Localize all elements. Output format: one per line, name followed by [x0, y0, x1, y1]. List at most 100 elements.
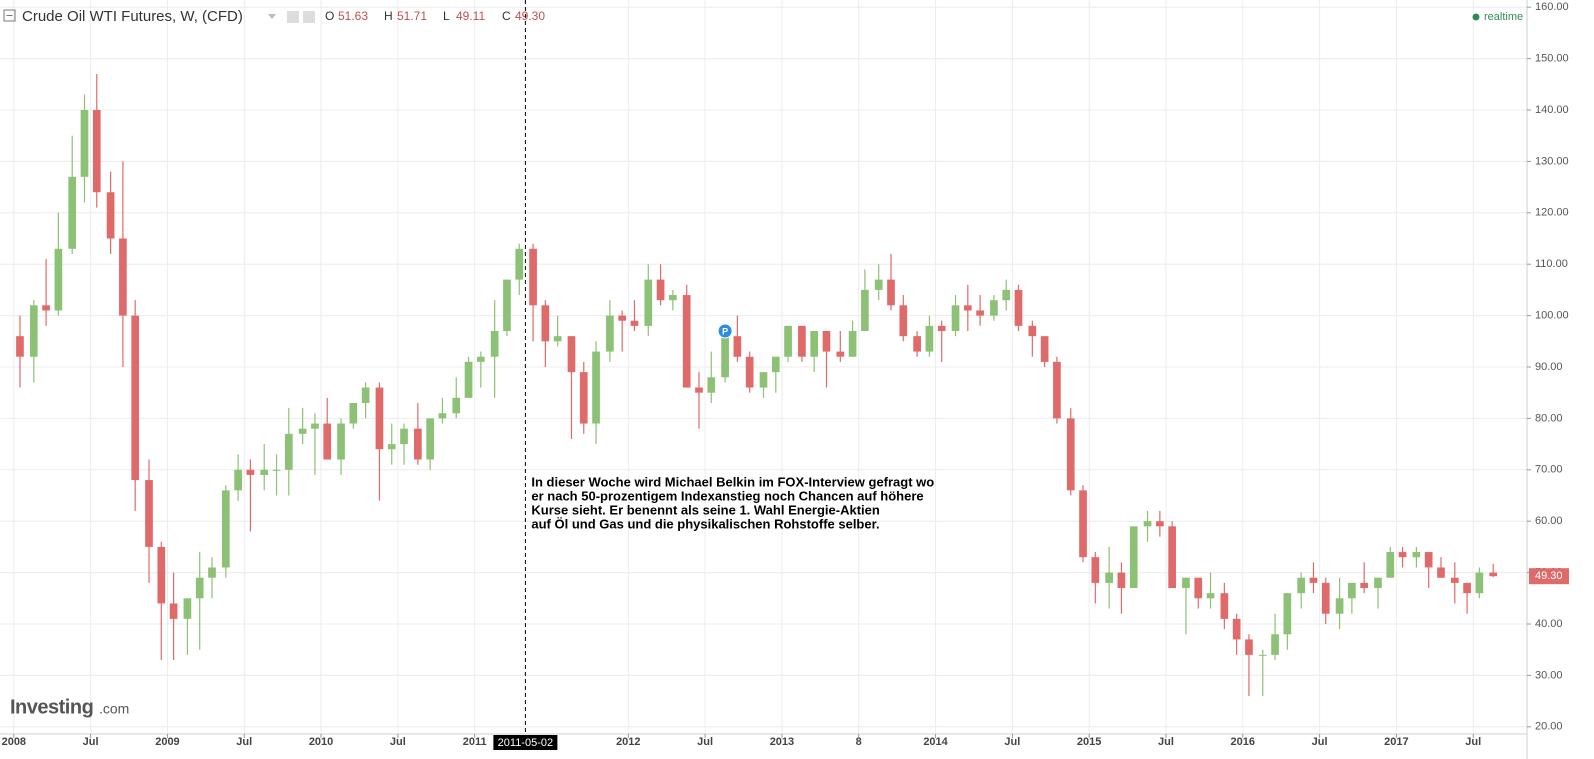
- candle-body: [1194, 577, 1203, 599]
- candle-body: [452, 397, 461, 414]
- y-tick-label: 110.00: [1535, 258, 1568, 270]
- candle-body: [963, 305, 972, 311]
- ohlc-key: H: [384, 9, 393, 23]
- candle-body: [541, 305, 550, 342]
- candle-body: [721, 336, 729, 378]
- last-price-label: 49.30: [1535, 570, 1563, 582]
- candle-body: [618, 315, 627, 321]
- candle-body: [592, 351, 600, 424]
- candle-body: [759, 372, 768, 388]
- candle-body: [784, 325, 792, 357]
- ohlc-key: O: [325, 9, 334, 23]
- candle-body: [1297, 577, 1306, 594]
- candle-body: [131, 315, 140, 481]
- candle-body: [195, 577, 204, 599]
- close-icon[interactable]: [303, 11, 315, 23]
- candle-body: [1309, 577, 1318, 583]
- x-tick-label: Jul: [1312, 736, 1328, 748]
- candle-body: [1040, 336, 1049, 362]
- ohlc-value: 49.30: [515, 9, 545, 23]
- candle-body: [567, 336, 576, 373]
- logo-brand: Investing: [10, 696, 93, 718]
- x-tick-label: 2012: [616, 736, 640, 748]
- y-tick-label: 90.00: [1535, 361, 1563, 373]
- annotation-line: auf Öl und Gas und die physikalischen Ro…: [531, 516, 879, 531]
- candle-body: [925, 325, 934, 352]
- settings-icon[interactable]: [287, 11, 299, 23]
- candle-body: [1424, 552, 1433, 568]
- candle-body: [375, 387, 384, 450]
- candle-body: [848, 331, 857, 357]
- collapse-icon[interactable]: [3, 9, 16, 22]
- candle-body: [1105, 572, 1113, 583]
- candle-body: [976, 310, 984, 316]
- annotation-line: Kurse sieht. Er benennt als seine 1. Wah…: [531, 502, 880, 517]
- x-tick-label: 8: [856, 736, 862, 748]
- candle-body: [682, 295, 691, 388]
- candle-body: [1066, 418, 1075, 491]
- y-tick-label: 20.00: [1535, 721, 1563, 733]
- candle-body: [106, 192, 115, 239]
- status-dot: [1472, 13, 1480, 21]
- candle-body: [1258, 654, 1267, 656]
- candle-body: [1412, 552, 1421, 558]
- x-tick-label: Jul: [83, 736, 99, 748]
- x-tick-label: 2016: [1231, 736, 1255, 748]
- candle-body: [656, 279, 665, 301]
- x-tick-label: 2013: [770, 736, 794, 748]
- y-tick-label: 30.00: [1535, 669, 1563, 681]
- candle-body: [169, 603, 178, 619]
- candle-body: [1450, 577, 1459, 583]
- candle-body: [887, 279, 895, 306]
- x-tick-label: Jul: [1004, 736, 1020, 748]
- dropdown-icon[interactable]: [268, 14, 276, 19]
- candle-body: [1206, 593, 1215, 599]
- ohlc-value: 49.11: [456, 9, 485, 23]
- candle-body: [1143, 521, 1152, 527]
- candle-body: [913, 336, 921, 352]
- candle-body: [438, 413, 447, 419]
- candle-body: [490, 331, 499, 357]
- candle-body: [208, 567, 216, 578]
- candle-body: [92, 109, 101, 193]
- event-marker: [717, 323, 733, 339]
- ohlc-key: C: [502, 9, 511, 23]
- candle-body: [1245, 639, 1253, 655]
- candle-body: [221, 490, 230, 568]
- candle-body: [630, 320, 639, 326]
- candle-body: [1374, 577, 1382, 589]
- candle-body: [1335, 598, 1344, 614]
- ohlc-value: 51.71: [397, 9, 427, 23]
- candle-body: [1117, 572, 1126, 589]
- candle-body: [1091, 557, 1100, 583]
- chart-title: Crude Oil WTI Futures, W, (CFD): [22, 8, 243, 25]
- candle-body: [745, 356, 754, 388]
- ohlc-value: 51.63: [338, 9, 368, 23]
- candle-body: [644, 279, 653, 326]
- candle-body: [298, 428, 307, 434]
- candles: [16, 74, 1498, 696]
- y-tick-label: 130.00: [1535, 155, 1569, 167]
- candle-body: [695, 387, 703, 393]
- candle-body: [337, 423, 345, 460]
- candle-body: [464, 361, 473, 398]
- candle-body: [1182, 577, 1190, 589]
- candle-body: [29, 305, 38, 357]
- candle-body: [1321, 582, 1330, 614]
- candle-body: [861, 289, 869, 332]
- candle-body: [798, 325, 806, 357]
- candle-body: [426, 418, 434, 460]
- x-tick-label: 2014: [923, 736, 948, 748]
- candle-body: [80, 109, 89, 177]
- candle-body: [260, 469, 269, 475]
- candle-body: [899, 305, 908, 337]
- candle-body: [707, 377, 716, 393]
- x-tick-label: Jul: [1158, 736, 1174, 748]
- candle-body: [16, 336, 24, 357]
- candle-body: [553, 336, 562, 342]
- candle-body: [1386, 552, 1395, 578]
- x-tick-label: Jul: [390, 736, 406, 748]
- grid: [0, 0, 1527, 734]
- candle-body: [503, 279, 511, 332]
